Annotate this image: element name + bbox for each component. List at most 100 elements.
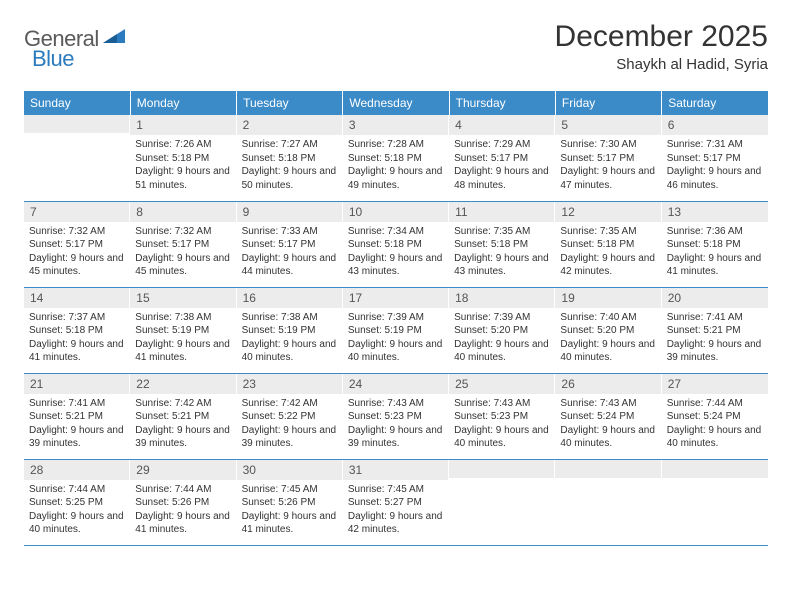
calendar-week: 1Sunrise: 7:26 AMSunset: 5:18 PMDaylight… bbox=[24, 115, 768, 201]
day-number: 28 bbox=[24, 460, 130, 480]
calendar-body: 1Sunrise: 7:26 AMSunset: 5:18 PMDaylight… bbox=[24, 115, 768, 545]
day-details: Sunrise: 7:26 AMSunset: 5:18 PMDaylight:… bbox=[130, 135, 236, 196]
calendar-cell: 9Sunrise: 7:33 AMSunset: 5:17 PMDaylight… bbox=[237, 201, 343, 287]
calendar-cell: 26Sunrise: 7:43 AMSunset: 5:24 PMDayligh… bbox=[555, 373, 661, 459]
day-details: Sunrise: 7:30 AMSunset: 5:17 PMDaylight:… bbox=[555, 135, 661, 196]
day-details: Sunrise: 7:43 AMSunset: 5:23 PMDaylight:… bbox=[343, 394, 449, 455]
day-number: 31 bbox=[343, 460, 449, 480]
day-details: Sunrise: 7:33 AMSunset: 5:17 PMDaylight:… bbox=[237, 222, 343, 283]
calendar-cell: 27Sunrise: 7:44 AMSunset: 5:24 PMDayligh… bbox=[662, 373, 768, 459]
calendar-cell: 29Sunrise: 7:44 AMSunset: 5:26 PMDayligh… bbox=[130, 459, 236, 545]
month-title: December 2025 bbox=[555, 20, 768, 54]
calendar-cell: 19Sunrise: 7:40 AMSunset: 5:20 PMDayligh… bbox=[555, 287, 661, 373]
day-number: 21 bbox=[24, 374, 130, 394]
calendar-cell: 3Sunrise: 7:28 AMSunset: 5:18 PMDaylight… bbox=[343, 115, 449, 201]
day-number: 13 bbox=[662, 202, 768, 222]
day-number: 16 bbox=[237, 288, 343, 308]
calendar-cell: 6Sunrise: 7:31 AMSunset: 5:17 PMDaylight… bbox=[662, 115, 768, 201]
calendar-cell: 28Sunrise: 7:44 AMSunset: 5:25 PMDayligh… bbox=[24, 459, 130, 545]
calendar-cell bbox=[449, 459, 555, 545]
day-details: Sunrise: 7:34 AMSunset: 5:18 PMDaylight:… bbox=[343, 222, 449, 283]
weekday-header: Tuesday bbox=[237, 91, 343, 115]
calendar-head: SundayMondayTuesdayWednesdayThursdayFrid… bbox=[24, 91, 768, 115]
day-details: Sunrise: 7:45 AMSunset: 5:27 PMDaylight:… bbox=[343, 480, 449, 541]
day-details: Sunrise: 7:32 AMSunset: 5:17 PMDaylight:… bbox=[24, 222, 130, 283]
weekday-header: Saturday bbox=[662, 91, 768, 115]
calendar-cell: 15Sunrise: 7:38 AMSunset: 5:19 PMDayligh… bbox=[130, 287, 236, 373]
header: General December 2025 Shaykh al Hadid, S… bbox=[24, 20, 768, 73]
day-number: 20 bbox=[662, 288, 768, 308]
day-details: Sunrise: 7:35 AMSunset: 5:18 PMDaylight:… bbox=[555, 222, 661, 283]
day-details: Sunrise: 7:35 AMSunset: 5:18 PMDaylight:… bbox=[449, 222, 555, 283]
weekday-row: SundayMondayTuesdayWednesdayThursdayFrid… bbox=[24, 91, 768, 115]
day-details: Sunrise: 7:43 AMSunset: 5:23 PMDaylight:… bbox=[449, 394, 555, 455]
day-details: Sunrise: 7:42 AMSunset: 5:21 PMDaylight:… bbox=[130, 394, 236, 455]
calendar-cell: 10Sunrise: 7:34 AMSunset: 5:18 PMDayligh… bbox=[343, 201, 449, 287]
day-details: Sunrise: 7:39 AMSunset: 5:19 PMDaylight:… bbox=[343, 308, 449, 369]
day-details: Sunrise: 7:40 AMSunset: 5:20 PMDaylight:… bbox=[555, 308, 661, 369]
day-details: Sunrise: 7:42 AMSunset: 5:22 PMDaylight:… bbox=[237, 394, 343, 455]
day-number: 7 bbox=[24, 202, 130, 222]
calendar-cell: 18Sunrise: 7:39 AMSunset: 5:20 PMDayligh… bbox=[449, 287, 555, 373]
calendar-cell: 22Sunrise: 7:42 AMSunset: 5:21 PMDayligh… bbox=[130, 373, 236, 459]
day-number: 8 bbox=[130, 202, 236, 222]
weekday-header: Sunday bbox=[24, 91, 130, 115]
calendar-table: SundayMondayTuesdayWednesdayThursdayFrid… bbox=[24, 91, 768, 546]
day-number bbox=[449, 460, 555, 478]
calendar-cell: 31Sunrise: 7:45 AMSunset: 5:27 PMDayligh… bbox=[343, 459, 449, 545]
calendar-cell: 7Sunrise: 7:32 AMSunset: 5:17 PMDaylight… bbox=[24, 201, 130, 287]
day-details: Sunrise: 7:45 AMSunset: 5:26 PMDaylight:… bbox=[237, 480, 343, 541]
calendar-cell: 1Sunrise: 7:26 AMSunset: 5:18 PMDaylight… bbox=[130, 115, 236, 201]
calendar-week: 21Sunrise: 7:41 AMSunset: 5:21 PMDayligh… bbox=[24, 373, 768, 459]
day-details: Sunrise: 7:41 AMSunset: 5:21 PMDaylight:… bbox=[662, 308, 768, 369]
day-details: Sunrise: 7:39 AMSunset: 5:20 PMDaylight:… bbox=[449, 308, 555, 369]
calendar-cell: 8Sunrise: 7:32 AMSunset: 5:17 PMDaylight… bbox=[130, 201, 236, 287]
day-number: 14 bbox=[24, 288, 130, 308]
day-details: Sunrise: 7:44 AMSunset: 5:26 PMDaylight:… bbox=[130, 480, 236, 541]
calendar-cell: 23Sunrise: 7:42 AMSunset: 5:22 PMDayligh… bbox=[237, 373, 343, 459]
calendar-cell: 12Sunrise: 7:35 AMSunset: 5:18 PMDayligh… bbox=[555, 201, 661, 287]
day-number: 4 bbox=[449, 115, 555, 135]
day-number: 9 bbox=[237, 202, 343, 222]
day-number: 6 bbox=[662, 115, 768, 135]
calendar-week: 7Sunrise: 7:32 AMSunset: 5:17 PMDaylight… bbox=[24, 201, 768, 287]
day-number: 2 bbox=[237, 115, 343, 135]
calendar-cell: 30Sunrise: 7:45 AMSunset: 5:26 PMDayligh… bbox=[237, 459, 343, 545]
calendar-cell: 5Sunrise: 7:30 AMSunset: 5:17 PMDaylight… bbox=[555, 115, 661, 201]
day-details: Sunrise: 7:36 AMSunset: 5:18 PMDaylight:… bbox=[662, 222, 768, 283]
weekday-header: Wednesday bbox=[343, 91, 449, 115]
day-number bbox=[24, 115, 130, 133]
day-details: Sunrise: 7:43 AMSunset: 5:24 PMDaylight:… bbox=[555, 394, 661, 455]
calendar-cell: 20Sunrise: 7:41 AMSunset: 5:21 PMDayligh… bbox=[662, 287, 768, 373]
calendar-cell: 16Sunrise: 7:38 AMSunset: 5:19 PMDayligh… bbox=[237, 287, 343, 373]
day-number: 18 bbox=[449, 288, 555, 308]
day-details: Sunrise: 7:41 AMSunset: 5:21 PMDaylight:… bbox=[24, 394, 130, 455]
day-number: 11 bbox=[449, 202, 555, 222]
calendar-cell: 14Sunrise: 7:37 AMSunset: 5:18 PMDayligh… bbox=[24, 287, 130, 373]
day-number: 10 bbox=[343, 202, 449, 222]
calendar-cell: 13Sunrise: 7:36 AMSunset: 5:18 PMDayligh… bbox=[662, 201, 768, 287]
calendar-week: 28Sunrise: 7:44 AMSunset: 5:25 PMDayligh… bbox=[24, 459, 768, 545]
day-details: Sunrise: 7:44 AMSunset: 5:24 PMDaylight:… bbox=[662, 394, 768, 455]
brand-part2: Blue bbox=[32, 46, 74, 71]
day-number: 3 bbox=[343, 115, 449, 135]
day-number bbox=[662, 460, 768, 478]
day-number: 30 bbox=[237, 460, 343, 480]
location: Shaykh al Hadid, Syria bbox=[555, 56, 768, 73]
calendar-cell bbox=[662, 459, 768, 545]
weekday-header: Friday bbox=[555, 91, 661, 115]
day-details: Sunrise: 7:27 AMSunset: 5:18 PMDaylight:… bbox=[237, 135, 343, 196]
day-number: 15 bbox=[130, 288, 236, 308]
day-number: 5 bbox=[555, 115, 661, 135]
day-number bbox=[555, 460, 661, 478]
day-number: 25 bbox=[449, 374, 555, 394]
day-details: Sunrise: 7:38 AMSunset: 5:19 PMDaylight:… bbox=[237, 308, 343, 369]
day-number: 26 bbox=[555, 374, 661, 394]
weekday-header: Thursday bbox=[449, 91, 555, 115]
calendar-cell: 2Sunrise: 7:27 AMSunset: 5:18 PMDaylight… bbox=[237, 115, 343, 201]
brand-triangle-icon bbox=[103, 29, 125, 50]
calendar-cell: 17Sunrise: 7:39 AMSunset: 5:19 PMDayligh… bbox=[343, 287, 449, 373]
brand-part2-wrap: Blue bbox=[32, 46, 74, 72]
day-number: 12 bbox=[555, 202, 661, 222]
weekday-header: Monday bbox=[130, 91, 236, 115]
